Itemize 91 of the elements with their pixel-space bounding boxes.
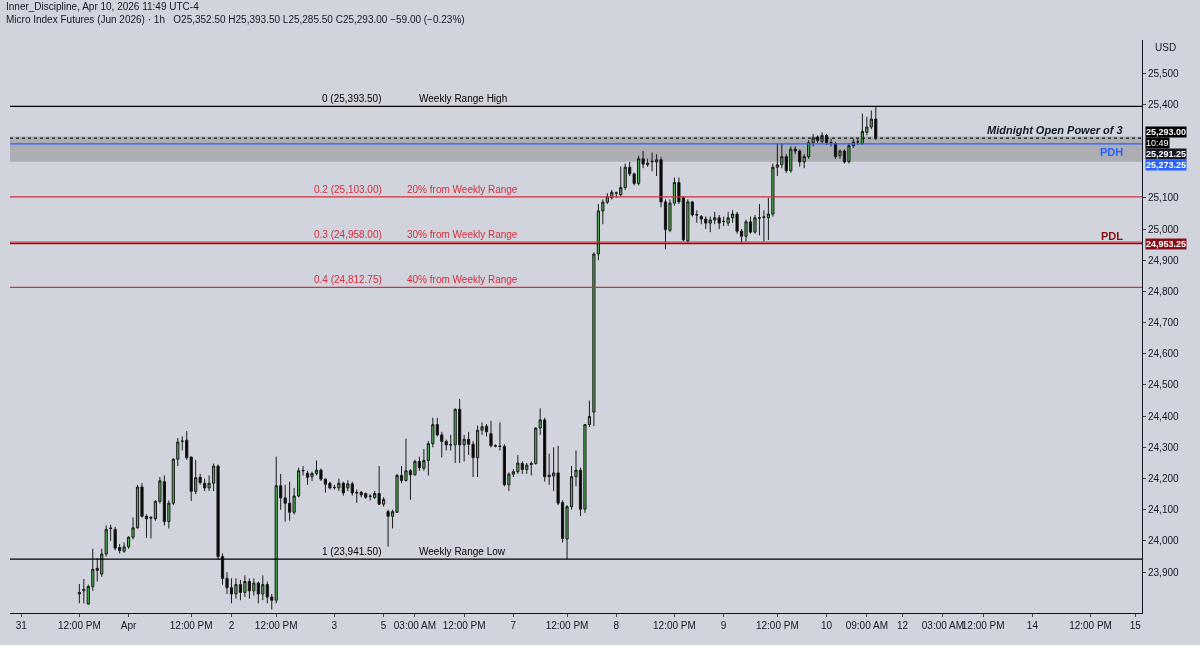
- candlestick: [525, 462, 529, 475]
- x-tick-label: 12:00 PM: [653, 620, 696, 631]
- annotation: 0.3 (24,958.00): [314, 229, 382, 240]
- candlestick: [261, 574, 265, 601]
- text: 25,291.25: [1146, 149, 1187, 159]
- y-tick-label: 25,000: [1148, 223, 1180, 235]
- candlestick: [650, 152, 654, 172]
- y-tick-label: 24,500: [1148, 379, 1180, 391]
- x-tick-label: 7: [510, 620, 517, 631]
- ref-line-label: PDL: [1101, 230, 1124, 242]
- text: 25,293.00: [1146, 127, 1187, 137]
- ref-line-label: Midnight Open Power of 3: [987, 124, 1123, 136]
- y-tick-label: 24,400: [1148, 410, 1180, 422]
- x-tick-label: 12:00 PM: [545, 620, 589, 631]
- y-tick-label: 24,300: [1148, 441, 1180, 453]
- candlestick: [238, 579, 243, 601]
- candlestick: [619, 166, 623, 197]
- candlestick: [203, 478, 207, 492]
- annotation: 1 (23,941.50): [322, 546, 382, 557]
- candlestick: [82, 578, 86, 604]
- annotation: 0.2 (25,103.00): [314, 184, 382, 195]
- x-tick-label: 9: [720, 620, 727, 631]
- chart-subtitle: Micro Index Futures (Jun 2026) · 1h O25,352.50 H25,393.50 L25,285.50 C25,293.00 −59.00 (−0.23%): [6, 13, 465, 25]
- text: 24,953.25: [1146, 239, 1187, 249]
- y-tick-label: 24,000: [1148, 535, 1180, 547]
- x-tick-label: 12:00 PM: [442, 620, 486, 631]
- x-tick-label: 12:00 PM: [57, 620, 101, 631]
- candlestick: [109, 524, 113, 542]
- ref-line-label: 30% from Weekly Range: [407, 229, 518, 240]
- candlestick: [386, 509, 390, 548]
- candlestick: [489, 420, 493, 448]
- candlestick: [77, 583, 81, 604]
- candlestick: [113, 526, 117, 551]
- x-tick-label: Apr: [120, 620, 138, 631]
- candlestick: [686, 198, 690, 244]
- ref-line-label: Weekly Range High: [419, 93, 508, 104]
- x-tick-label: 12: [897, 620, 909, 631]
- y-tick-label: 25,500: [1148, 67, 1180, 79]
- text: 25,273.25: [1146, 160, 1187, 170]
- candlestick: [704, 216, 708, 230]
- candlestick: [234, 577, 238, 600]
- candlestick: [744, 219, 748, 242]
- candlestick: [842, 148, 847, 165]
- candlestick: [484, 423, 489, 437]
- candlestick: [847, 142, 851, 165]
- y-tick-label: 24,900: [1148, 254, 1180, 266]
- y-tick-label: 24,700: [1148, 317, 1180, 329]
- x-tick-label: 14: [1026, 620, 1039, 631]
- candlestick: [337, 478, 341, 492]
- y-tick-label: 24,800: [1148, 285, 1180, 297]
- annotation: 0 (25,393.50): [322, 93, 382, 104]
- candlestick: [516, 454, 520, 475]
- text: 10:49: [1146, 138, 1169, 148]
- candlestick: [717, 214, 721, 230]
- candlestick: [243, 574, 247, 598]
- text: USD: [1155, 42, 1177, 53]
- y-tick-label: 25,100: [1148, 192, 1180, 204]
- ref-line-label: PDH: [1100, 146, 1124, 158]
- x-tick-label: 8: [613, 620, 620, 631]
- candlestick: [708, 216, 712, 233]
- candlestick: [789, 145, 793, 174]
- candlestick: [368, 493, 372, 501]
- candlestick: [305, 470, 310, 486]
- x-tick-label: 2: [228, 620, 235, 631]
- candlestick: [346, 479, 350, 492]
- candlestick: [475, 425, 480, 478]
- x-tick-label: 03:00 AM: [393, 620, 437, 631]
- y-tick-label: 23,900: [1148, 566, 1180, 578]
- annotation: 0.4 (24,812.75): [314, 274, 382, 285]
- x-tick-label: 12:00 PM: [1069, 620, 1112, 631]
- x-tick-label: 5: [380, 620, 387, 631]
- x-tick-label: 3: [331, 620, 338, 631]
- x-tick-label: 12:00 PM: [254, 620, 298, 631]
- x-tick-label: 10: [821, 620, 833, 631]
- y-tick-label: 24,600: [1148, 348, 1180, 360]
- candlestick: [328, 481, 332, 490]
- ref-line-label: 40% from Weekly Range: [407, 274, 518, 285]
- ref-line-label: 20% from Weekly Range: [407, 184, 518, 195]
- x-tick-label: 12:00 PM: [755, 620, 799, 631]
- y-tick-label: 25,400: [1148, 98, 1180, 110]
- chart-title: Inner_Discipline, Apr 10, 2026 11:49 UTC-4: [6, 0, 200, 12]
- y-tick-label: 24,100: [1148, 504, 1180, 516]
- x-tick-label: 31: [15, 620, 28, 631]
- candlestick: [726, 211, 730, 227]
- y-tick-label: 24,200: [1148, 473, 1180, 485]
- candlestick: [829, 138, 833, 147]
- ref-line-label: Weekly Range Low: [419, 546, 506, 557]
- candlestick: [377, 465, 381, 506]
- x-tick-label: 15: [1129, 620, 1142, 631]
- x-tick-label: 09:00 AM: [845, 620, 888, 631]
- x-tick-label: 12:00 PM: [169, 620, 213, 631]
